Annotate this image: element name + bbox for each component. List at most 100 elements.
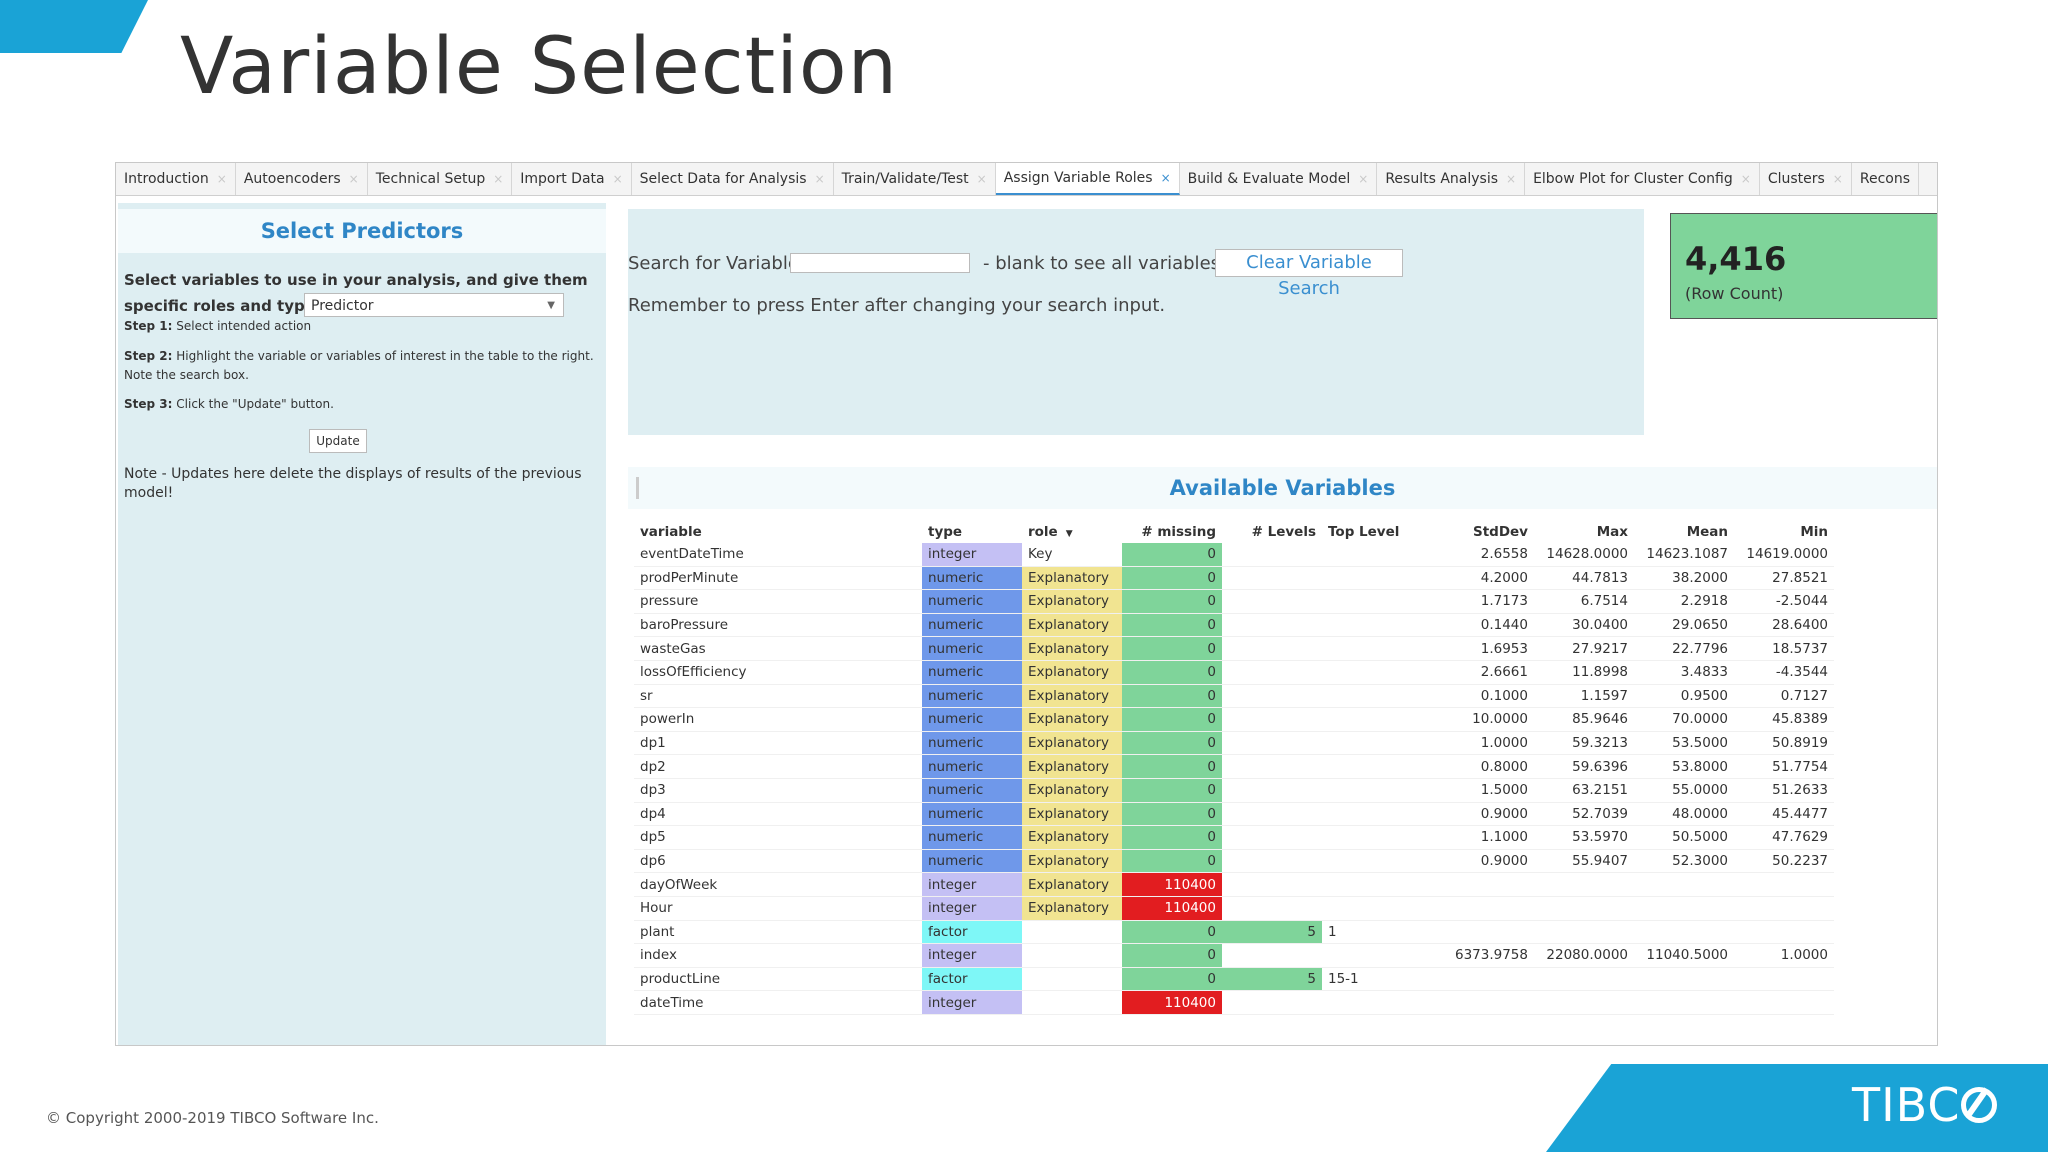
cell-toplevel: 15-1	[1322, 967, 1434, 992]
close-icon[interactable]: ×	[976, 172, 987, 186]
cell-toplevel	[1322, 849, 1434, 874]
table-row[interactable]: dayOfWeek integer Explanatory 110400	[634, 872, 1834, 897]
cell-mean	[1634, 920, 1734, 945]
table-row[interactable]: dp2 numeric Explanatory 0 0.8000 59.6396 53.80…	[634, 754, 1834, 779]
resize-handle[interactable]	[636, 477, 639, 499]
tab-select-data-for-analysis[interactable]: Select Data for Analysis ×	[632, 163, 834, 195]
tab-recons[interactable]: Recons	[1852, 163, 1920, 195]
tab-clusters[interactable]: Clusters ×	[1760, 163, 1852, 195]
clear-search-button[interactable]: Clear Variable Search	[1215, 249, 1403, 299]
cell-missing: 0	[1122, 543, 1222, 567]
cell-missing: 0	[1122, 802, 1222, 827]
cell-toplevel	[1322, 660, 1434, 685]
cell-levels	[1222, 943, 1322, 968]
cell-variable: dp5	[634, 825, 922, 850]
tab-assign-variable-roles[interactable]: Assign Variable Roles ×	[995, 163, 1180, 195]
tab-build-evaluate-model[interactable]: Build & Evaluate Model ×	[1180, 163, 1378, 195]
column-header[interactable]: Mean	[1634, 521, 1734, 543]
column-header[interactable]: # Levels	[1222, 521, 1322, 543]
tab-introduction[interactable]: Introduction ×	[116, 163, 236, 195]
cell-min: 28.6400	[1734, 613, 1834, 638]
cell-mean	[1634, 872, 1734, 897]
tab-results-analysis[interactable]: Results Analysis ×	[1377, 163, 1526, 195]
close-icon[interactable]: ×	[1160, 171, 1171, 185]
action-select-value: Predictor	[311, 298, 374, 314]
cell-levels	[1222, 613, 1322, 638]
column-header[interactable]: role ▼	[1022, 521, 1122, 543]
column-header[interactable]: type	[922, 521, 1022, 543]
cell-type: factor	[922, 920, 1022, 945]
table-row[interactable]: baroPressure numeric Explanatory 0 0.1440 30.…	[634, 613, 1834, 638]
table-row[interactable]: dp1 numeric Explanatory 0 1.0000 59.3213 53.50…	[634, 731, 1834, 756]
cell-max: 44.7813	[1534, 566, 1634, 591]
table-row[interactable]: wasteGas numeric Explanatory 0 1.6953 27.9217…	[634, 636, 1834, 661]
close-icon[interactable]: ×	[1740, 172, 1751, 186]
column-header-label: # Levels	[1251, 524, 1316, 540]
cell-levels	[1222, 825, 1322, 850]
table-row[interactable]: dp5 numeric Explanatory 0 1.1000 53.5970 50.50…	[634, 825, 1834, 850]
column-header[interactable]: variable	[634, 521, 922, 543]
search-input[interactable]	[790, 253, 970, 273]
table-row[interactable]: pressure numeric Explanatory 0 1.7173 6.7514 2…	[634, 589, 1834, 614]
close-icon[interactable]: ×	[814, 172, 825, 186]
close-icon[interactable]: ×	[1506, 172, 1517, 186]
cell-toplevel	[1322, 543, 1434, 567]
action-select[interactable]: Predictor ▼	[304, 293, 564, 317]
table-row[interactable]: prodPerMinute numeric Explanatory 0 4.2000 44…	[634, 566, 1834, 591]
cell-variable: baroPressure	[634, 613, 922, 638]
table-row[interactable]: productLine factor 0 5 15-1	[634, 967, 1834, 992]
column-header[interactable]: # missing	[1122, 521, 1222, 543]
sort-down-icon[interactable]: ▼	[1065, 529, 1073, 539]
column-header[interactable]: StdDev	[1434, 521, 1534, 543]
search-panel: Search for Variable: - blank to see all …	[628, 209, 1644, 435]
tab-technical-setup[interactable]: Technical Setup ×	[368, 163, 513, 195]
column-header[interactable]: Max	[1534, 521, 1634, 543]
table-row[interactable]: dp4 numeric Explanatory 0 0.9000 52.7039 48.00…	[634, 802, 1834, 827]
table-row[interactable]: powerIn numeric Explanatory 0 10.0000 85.9646…	[634, 707, 1834, 732]
update-button[interactable]: Update	[309, 429, 367, 453]
left-panel: Select Predictors Select variables to us…	[118, 203, 606, 1045]
tab-autoencoders[interactable]: Autoencoders ×	[236, 163, 368, 195]
cell-min: -2.5044	[1734, 589, 1834, 614]
cell-missing: 0	[1122, 825, 1222, 850]
cell-levels	[1222, 660, 1322, 685]
table-row[interactable]: index integer 0 6373.9758 22080.0000 11040.50…	[634, 943, 1834, 968]
column-header[interactable]: Top Level	[1322, 521, 1434, 543]
row-count-box: 4,416 (Row Count)	[1670, 213, 1937, 319]
table-row[interactable]: plant factor 0 5 1	[634, 920, 1834, 945]
tab-train-validate-test[interactable]: Train/Validate/Test ×	[834, 163, 996, 195]
cell-missing: 0	[1122, 920, 1222, 945]
cell-toplevel	[1322, 684, 1434, 709]
cell-levels	[1222, 849, 1322, 874]
table-row[interactable]: dateTime integer 110400	[634, 990, 1834, 1015]
column-header[interactable]: Min	[1734, 521, 1834, 543]
table-row[interactable]: lossOfEfficiency numeric Explanatory 0 2.666…	[634, 660, 1834, 685]
close-icon[interactable]: ×	[1832, 172, 1843, 186]
close-icon[interactable]: ×	[612, 172, 623, 186]
cell-type: numeric	[922, 589, 1022, 614]
cell-levels	[1222, 896, 1322, 921]
cell-levels: 5	[1222, 967, 1322, 992]
cell-stddev: 0.9000	[1434, 849, 1534, 874]
cell-role: Explanatory	[1022, 849, 1122, 874]
column-header-label: type	[928, 524, 963, 540]
column-header-label: role	[1028, 524, 1058, 540]
cell-stddev: 1.0000	[1434, 731, 1534, 756]
cell-role: Explanatory	[1022, 566, 1122, 591]
panel-title: Select Predictors	[118, 209, 606, 253]
table-row[interactable]: eventDateTime integer Key 0 2.6558 14628.0000…	[634, 543, 1834, 567]
cell-levels	[1222, 543, 1322, 567]
corner-accent	[0, 0, 148, 53]
table-row[interactable]: dp3 numeric Explanatory 0 1.5000 63.2151 55.00…	[634, 778, 1834, 803]
table-row[interactable]: sr numeric Explanatory 0 0.1000 1.1597 0.9500 0…	[634, 684, 1834, 709]
tab-import-data[interactable]: Import Data ×	[512, 163, 632, 195]
tibco-logo-text: TIBC	[1852, 1078, 1961, 1132]
close-icon[interactable]: ×	[493, 172, 504, 186]
close-icon[interactable]: ×	[216, 172, 227, 186]
table-row[interactable]: dp6 numeric Explanatory 0 0.9000 55.9407 52.30…	[634, 849, 1834, 874]
tab-elbow-plot-for-cluster-config[interactable]: Elbow Plot for Cluster Config ×	[1525, 163, 1760, 195]
close-icon[interactable]: ×	[1358, 172, 1369, 186]
cell-variable: dp6	[634, 849, 922, 874]
table-row[interactable]: Hour integer Explanatory 110400	[634, 896, 1834, 921]
close-icon[interactable]: ×	[348, 172, 359, 186]
